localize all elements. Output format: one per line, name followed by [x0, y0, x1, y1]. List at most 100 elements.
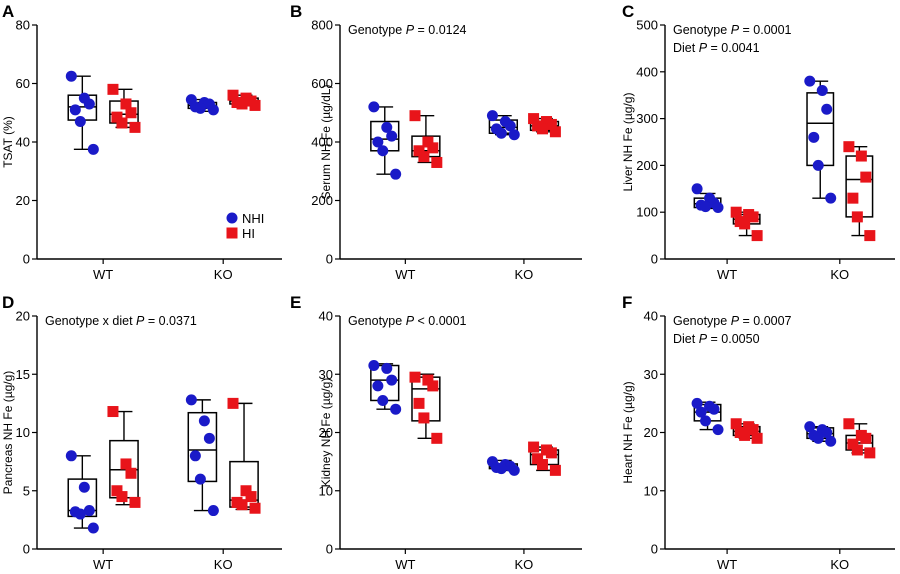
data-point-nhi [198, 415, 210, 427]
data-point-hi [236, 98, 248, 110]
data-point-hi [549, 126, 561, 138]
data-point-hi [245, 491, 257, 503]
data-point-hi [739, 218, 751, 230]
data-point-nhi [508, 129, 520, 141]
y-tick-label: 100 [636, 205, 658, 220]
annotation: Genotype P = 0.0124 [348, 23, 467, 37]
y-axis-label: Liver NH Fe (µg/g) [621, 93, 635, 192]
data-point-hi [116, 117, 128, 129]
data-point-hi [227, 89, 239, 101]
data-point-nhi [87, 522, 99, 534]
data-point-nhi [65, 450, 77, 462]
data-point-nhi [381, 362, 393, 374]
data-point-nhi [386, 130, 398, 142]
data-point-nhi [808, 131, 820, 143]
data-point-hi [860, 171, 872, 183]
legend-hi-marker [226, 227, 238, 239]
y-tick-label: 10 [319, 483, 333, 498]
data-point-nhi [812, 159, 824, 171]
data-point-nhi [712, 424, 724, 436]
annotation: Genotype P = 0.0001 [673, 23, 792, 37]
data-point-nhi [812, 432, 824, 444]
y-tick-label: 0 [326, 542, 333, 557]
panel-letter: B [290, 2, 302, 21]
y-tick-label: 600 [311, 76, 333, 91]
data-point-nhi [185, 394, 197, 406]
panel-e: E 0 10 20 30 40 Kidney NH Fe (µg/g) WT KO Genotyp… [290, 293, 582, 572]
x-tick-label: WT [395, 557, 415, 572]
data-point-hi [107, 83, 119, 95]
data-point-hi [536, 123, 548, 135]
data-point-hi [751, 432, 763, 444]
data-point-nhi [825, 192, 837, 204]
panel-d: D 0 5 10 15 20 Pancreas NH Fe (µg/g) WT KO Genoty… [1, 293, 282, 572]
data-point-nhi [386, 374, 398, 386]
y-tick-label: 20 [16, 309, 30, 324]
data-point-hi [847, 192, 859, 204]
y-tick-label: 400 [311, 135, 333, 150]
data-point-hi [240, 485, 252, 497]
data-point-hi [129, 121, 141, 133]
data-point-hi [427, 142, 439, 154]
data-point-hi [739, 429, 751, 441]
y-tick-label: 200 [311, 193, 333, 208]
y-tick-label: 20 [644, 425, 658, 440]
data-point-hi [409, 110, 421, 122]
data-point-nhi [495, 127, 507, 139]
data-point-hi [422, 374, 434, 386]
data-point-hi [843, 141, 855, 153]
data-point-nhi [695, 406, 707, 418]
annotation: Genotype P = 0.0007 [673, 314, 792, 328]
data-point-hi [528, 113, 540, 125]
y-tick-label: 800 [311, 18, 333, 33]
y-tick-label: 500 [636, 18, 658, 33]
x-tick-label: WT [93, 557, 113, 572]
data-point-hi [125, 107, 137, 119]
data-point-nhi [804, 75, 816, 87]
data-point-nhi [708, 403, 720, 415]
y-tick-label: 10 [16, 425, 30, 440]
data-point-hi [111, 111, 123, 123]
data-point-hi [418, 412, 430, 424]
data-point-nhi [486, 110, 498, 122]
data-point-nhi [816, 85, 828, 97]
data-point-hi [847, 438, 859, 450]
y-axis-label: Pancreas NH Fe (µg/g) [1, 371, 15, 495]
data-point-hi [116, 491, 128, 503]
data-point-hi [227, 397, 239, 409]
data-point-hi [431, 156, 443, 168]
data-point-hi [413, 145, 425, 157]
panel-letter: C [622, 2, 634, 21]
x-tick-label: WT [395, 267, 415, 282]
data-point-nhi [203, 432, 215, 444]
data-point-hi [249, 502, 261, 514]
y-tick-label: 10 [644, 483, 658, 498]
y-axis-label: Kidney NH Fe (µg/g) [319, 378, 333, 488]
data-point-nhi [189, 450, 201, 462]
data-point-nhi [69, 104, 81, 116]
data-point-hi [730, 418, 742, 430]
annotation: Genotype P < 0.0001 [348, 314, 467, 328]
data-point-nhi [821, 103, 833, 115]
data-point-hi [549, 464, 561, 476]
panel-f: F 0 10 20 30 40 Heart NH Fe (µg/g) WT KO Genotype… [621, 293, 895, 572]
data-point-nhi [821, 427, 833, 438]
data-point-hi [129, 496, 141, 508]
y-tick-label: 0 [651, 542, 658, 557]
data-point-hi [422, 136, 434, 148]
y-tick-label: 40 [16, 135, 30, 150]
x-tick-label: WT [717, 267, 737, 282]
data-point-hi [409, 371, 421, 383]
data-point-hi [545, 118, 557, 130]
data-point-hi [431, 432, 443, 444]
data-point-hi [528, 441, 540, 453]
data-point-nhi [390, 403, 402, 415]
data-point-nhi [368, 101, 380, 113]
data-point-nhi [74, 508, 86, 520]
y-tick-label: 80 [16, 18, 30, 33]
data-point-nhi [691, 183, 703, 195]
legend-nhi-label: NHI [242, 211, 264, 226]
y-tick-label: 30 [319, 367, 333, 382]
y-tick-label: 0 [326, 252, 333, 267]
